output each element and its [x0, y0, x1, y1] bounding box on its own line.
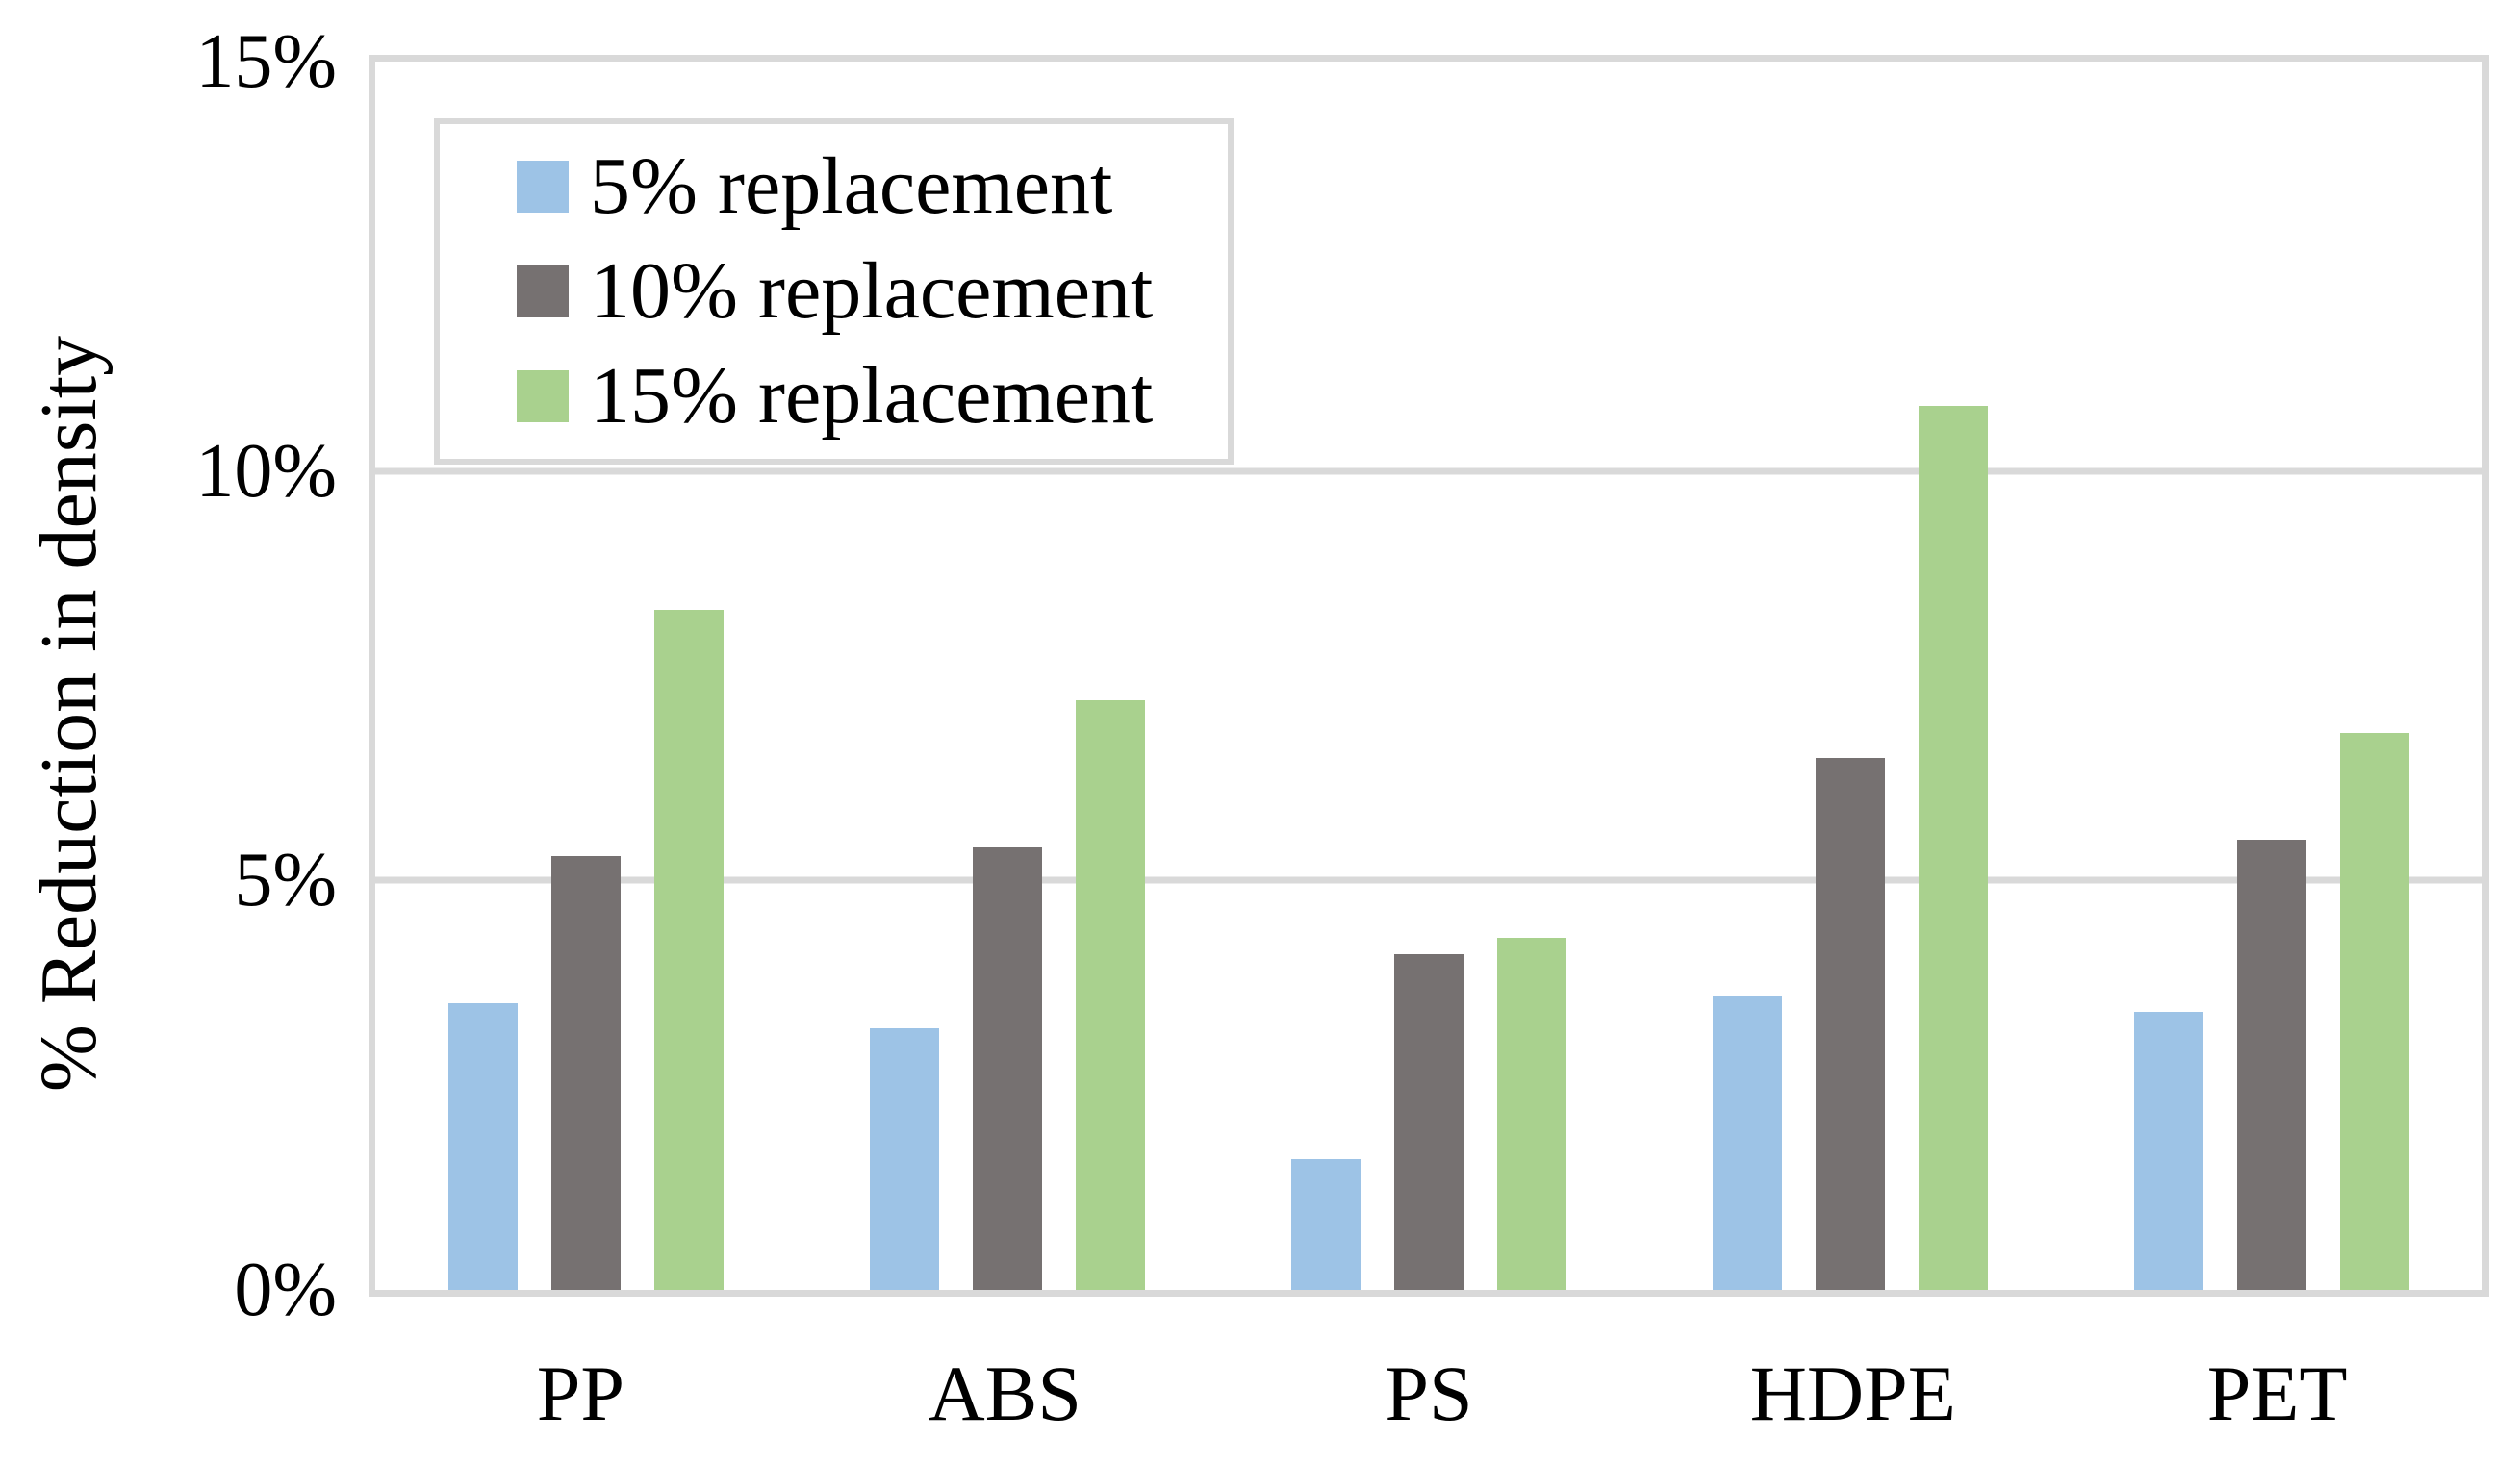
- y-tick-label: 10%: [195, 428, 337, 514]
- legend-swatch-icon: [517, 265, 569, 317]
- legend-label: 10% replacement: [590, 245, 1154, 336]
- legend-item: 10% replacement: [517, 245, 1228, 336]
- legend-label: 5% replacement: [590, 140, 1113, 231]
- x-tick-label-ps: PS: [1385, 1350, 1473, 1437]
- x-axis-tick-labels: PP ABS PS HDPE PET: [369, 1354, 2489, 1433]
- x-tick-label-abs: ABS: [928, 1350, 1082, 1437]
- legend-swatch-icon: [517, 160, 569, 213]
- legend-swatch-icon: [517, 370, 569, 423]
- bar-pet-10-replacement: [2237, 839, 2306, 1290]
- x-tick-label-pp: PP: [536, 1350, 624, 1437]
- x-tick-label-hdpe: HDPE: [1749, 1350, 1956, 1437]
- bar-group-ps: [1218, 62, 1640, 1290]
- bar-abs-10-replacement: [973, 847, 1042, 1290]
- x-tick-label-pet: PET: [2206, 1350, 2348, 1437]
- bar-ps-10-replacement: [1394, 953, 1464, 1290]
- bar-group-pet: [2061, 62, 2482, 1290]
- bar-hdpe-10-replacement: [1816, 757, 1885, 1290]
- bar-hdpe-5-replacement: [1713, 995, 1782, 1290]
- bar-pp-10-replacement: [551, 855, 621, 1290]
- legend-label: 15% replacement: [590, 351, 1154, 442]
- bar-pet-5-replacement: [2134, 1011, 2203, 1290]
- y-tick-label: 15%: [195, 19, 337, 104]
- bar-groups: [375, 62, 2482, 1290]
- bar-hdpe-15-replacement: [1919, 405, 1988, 1290]
- bar-pp-15-replacement: [654, 610, 724, 1290]
- bar-ps-15-replacement: [1497, 937, 1566, 1290]
- y-tick-label: 5%: [234, 838, 337, 923]
- legend-item: 15% replacement: [517, 356, 1228, 437]
- gridline: [375, 467, 2482, 475]
- bar-abs-15-replacement: [1076, 700, 1145, 1290]
- legend-item: 5% replacement: [517, 140, 1228, 231]
- bar-ps-5-replacement: [1291, 1158, 1361, 1290]
- y-tick-label: 0%: [234, 1248, 337, 1332]
- bar-group-abs: [797, 62, 1218, 1290]
- bar-pp-5-replacement: [448, 1003, 518, 1290]
- gridline: [375, 876, 2482, 884]
- bar-pet-15-replacement: [2340, 733, 2409, 1290]
- bar-group-hdpe: [1640, 62, 2061, 1290]
- legend: 5% replacement 10% replacement 15% replace…: [434, 118, 1234, 465]
- bar-abs-5-replacement: [870, 1027, 939, 1290]
- y-axis-title: % Reduction in density: [24, 335, 114, 1093]
- bar-group-pp: [375, 62, 797, 1290]
